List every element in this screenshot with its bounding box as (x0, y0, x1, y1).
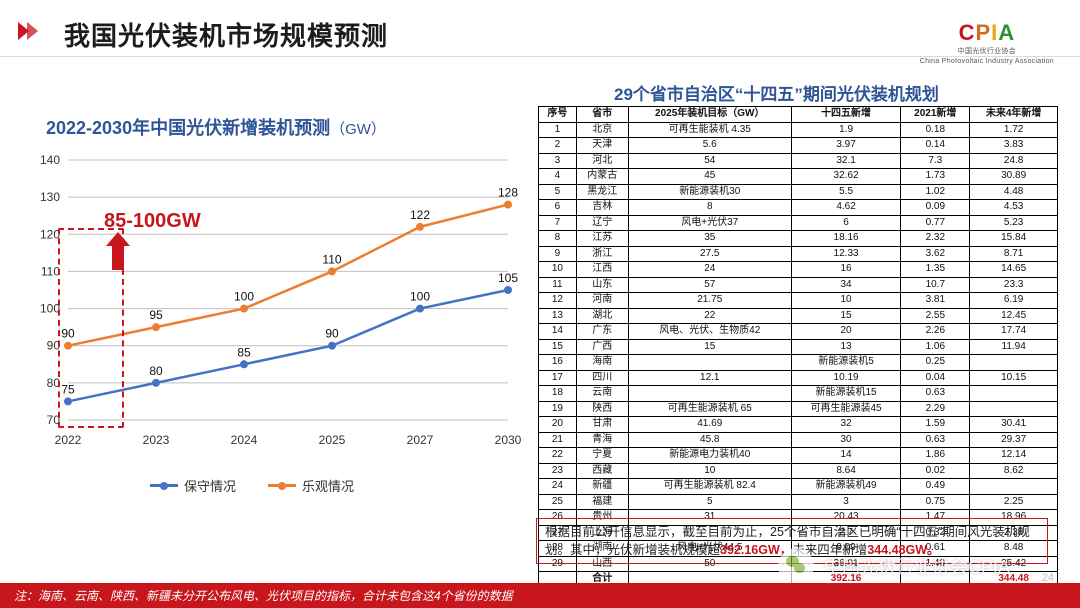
svg-text:2024: 2024 (231, 433, 258, 447)
svg-text:128: 128 (498, 186, 518, 200)
svg-text:105: 105 (498, 271, 518, 285)
svg-text:2030: 2030 (495, 433, 522, 447)
cpia-logo: CPIA 中国光伏行业协会 China Photovoltaic Industr… (920, 22, 1054, 65)
svg-text:85: 85 (237, 345, 251, 359)
svg-text:2027: 2027 (407, 433, 434, 447)
summary-note: 根据目前公开信息显示，截至目前为止，25个省市自治区已明确“十四五”期间风光装机… (536, 518, 1048, 564)
svg-text:90: 90 (325, 327, 339, 341)
svg-text:2022: 2022 (55, 433, 82, 447)
svg-text:95: 95 (149, 308, 163, 322)
page-title: 我国光伏装机市场规模预测 (64, 16, 388, 53)
chart-title: 2022-2030年中国光伏新增装机预测（GW） (46, 114, 386, 140)
svg-text:130: 130 (40, 190, 60, 204)
svg-text:2023: 2023 (143, 433, 170, 447)
chart-highlight-2022 (58, 228, 124, 428)
svg-text:80: 80 (149, 364, 163, 378)
chart-legend: 保守情况 乐观情况 (150, 476, 354, 495)
title-divider (0, 56, 1080, 57)
svg-text:2025: 2025 (319, 433, 346, 447)
province-plan-table: 序号省市2025年装机目标（GW）十四五新增2021新增未来4年新增1北京可再生… (538, 106, 1058, 588)
svg-text:100: 100 (410, 290, 430, 304)
svg-text:122: 122 (410, 208, 430, 222)
table-title: 29个省市自治区“十四五”期间光伏装机规划 (614, 80, 939, 105)
footnote-bar: 注：海南、云南、陕西、新疆未分开公布风电、光伏项目的指标，合计未包含这4个省份的… (0, 583, 1080, 608)
title-chevrons-icon (18, 22, 36, 40)
svg-text:140: 140 (40, 153, 60, 167)
svg-text:100: 100 (234, 290, 254, 304)
svg-text:110: 110 (322, 252, 341, 266)
